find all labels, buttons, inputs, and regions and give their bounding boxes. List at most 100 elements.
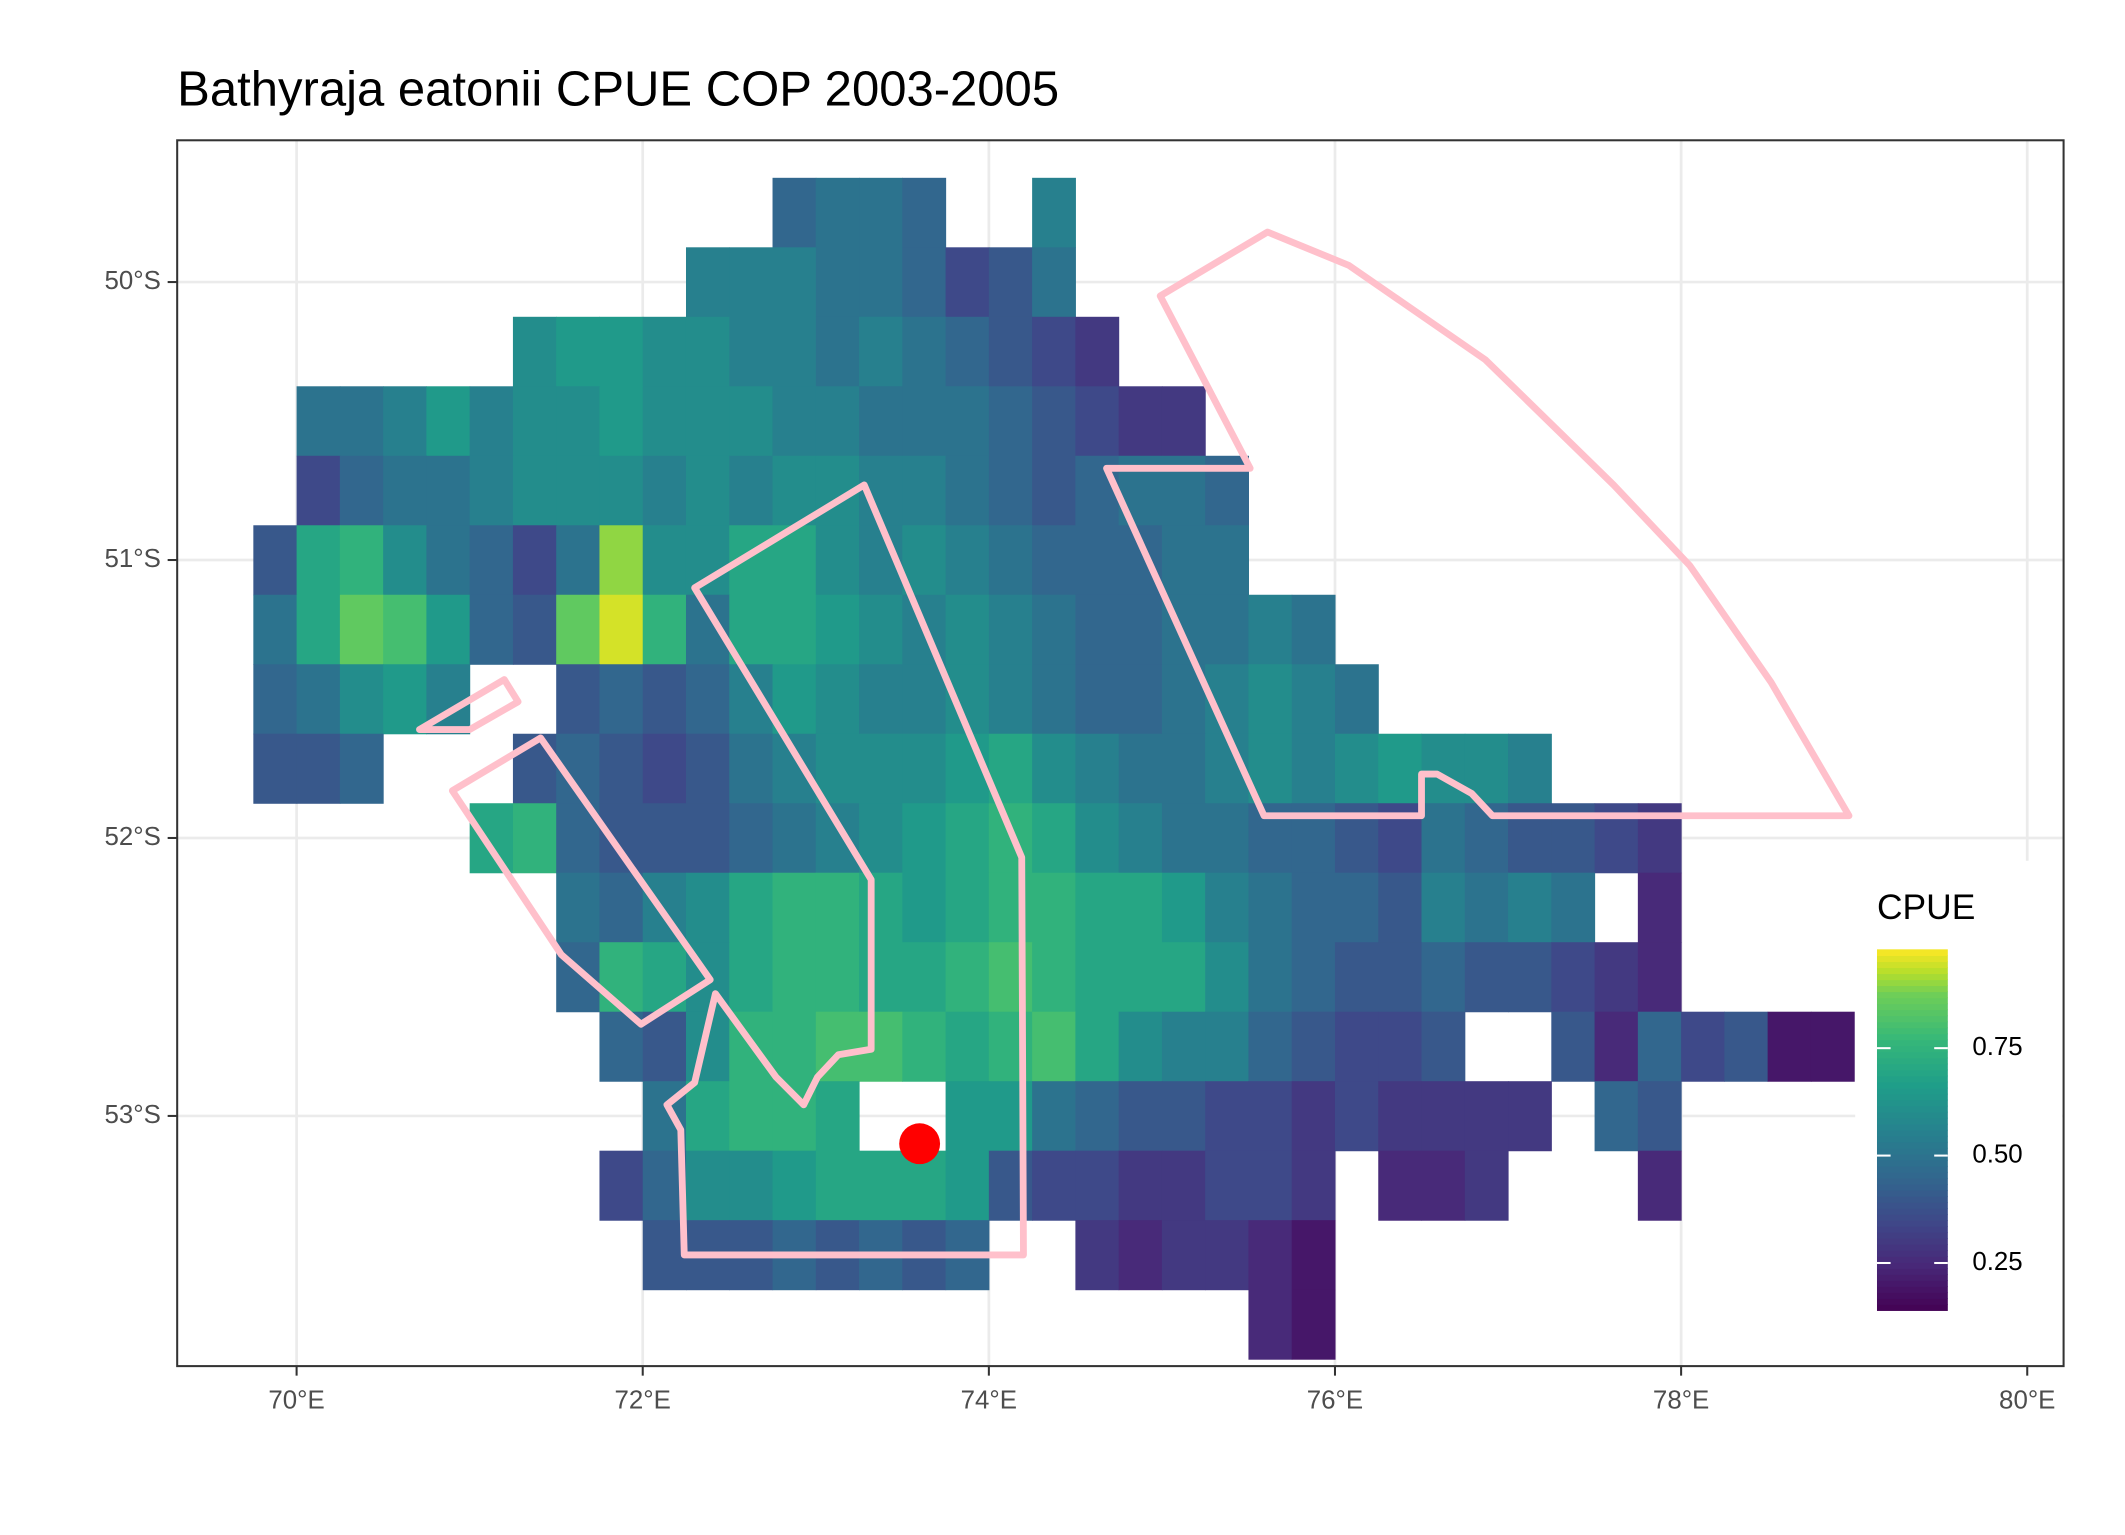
cell (685, 525, 730, 596)
cell (426, 594, 471, 665)
cell (1291, 1150, 1336, 1221)
cell (599, 386, 644, 457)
cell (815, 316, 860, 387)
cell (642, 594, 687, 665)
cell (1248, 1011, 1293, 1082)
cell (512, 803, 557, 874)
cell (685, 316, 730, 387)
cell (815, 247, 860, 318)
cell (902, 942, 947, 1013)
cell (945, 1150, 990, 1221)
cell (1421, 1150, 1466, 1221)
cell (1291, 664, 1336, 735)
cell (383, 386, 427, 457)
cell (1118, 594, 1163, 665)
cell (383, 664, 427, 735)
cell (1551, 1011, 1596, 1082)
cell (1032, 247, 1076, 318)
cell (1464, 1081, 1509, 1152)
cell (1118, 664, 1163, 735)
cell (859, 803, 903, 874)
cell (729, 316, 774, 387)
cell (859, 594, 903, 665)
cell (469, 525, 514, 596)
cell (815, 733, 860, 804)
cell (1161, 1011, 1206, 1082)
colorbar-step (1876, 1033, 1948, 1041)
colorbar-step (1876, 973, 1948, 981)
cell (1248, 1220, 1293, 1291)
cell (556, 594, 601, 665)
cell (339, 455, 384, 526)
cell (339, 733, 384, 804)
cell (1161, 1081, 1206, 1152)
cell (642, 1220, 687, 1291)
cell (1205, 594, 1249, 665)
colorbar-step (1876, 961, 1948, 969)
cell (859, 872, 903, 943)
cell (685, 386, 730, 457)
cell (296, 664, 341, 735)
cell (1334, 733, 1379, 804)
colorbar-step (1876, 1165, 1948, 1173)
cell (859, 664, 903, 735)
cell (988, 525, 1033, 596)
cell (642, 525, 687, 596)
cell (512, 386, 557, 457)
colorbar-step (1876, 1045, 1948, 1053)
legend-title: CPUE (1877, 887, 1975, 927)
colorbar-step (1876, 1123, 1948, 1131)
colorbar-step (1876, 1238, 1948, 1245)
cell (1032, 1081, 1076, 1152)
colorbar-label: 0.75 (1972, 1033, 2022, 1061)
colorbar-step (1876, 1051, 1948, 1059)
cell (599, 733, 644, 804)
colorbar-step (1876, 1292, 1948, 1299)
cell (1637, 1011, 1682, 1082)
colorbar-step (1876, 1111, 1948, 1119)
cell (1334, 1081, 1379, 1152)
cell (1118, 803, 1163, 874)
cell (1075, 525, 1120, 596)
cell (685, 455, 730, 526)
cell (1334, 872, 1379, 943)
cell (512, 316, 557, 387)
cell (426, 386, 471, 457)
cell (945, 942, 990, 1013)
outline (663, 481, 1027, 1259)
colorbar-step (1876, 979, 1948, 987)
cell (685, 1150, 730, 1221)
cell (1637, 942, 1682, 1013)
cell (1594, 1011, 1639, 1082)
cell (902, 316, 947, 387)
cell (815, 664, 860, 735)
cell (1118, 733, 1163, 804)
cell (815, 594, 860, 665)
cell (469, 386, 514, 457)
cell (902, 1011, 947, 1082)
colorbar-step (1876, 1244, 1948, 1251)
cell (296, 594, 341, 665)
colorbar-step (1876, 985, 1948, 993)
cell (1421, 1011, 1466, 1082)
cell (253, 525, 298, 596)
cell (1551, 942, 1596, 1013)
cell (1637, 872, 1682, 943)
cell (642, 1011, 687, 1082)
cell (512, 525, 557, 596)
cell (1248, 594, 1293, 665)
cell (1075, 1220, 1120, 1291)
cell (599, 872, 644, 943)
cell (815, 872, 860, 943)
colorbar-step (1876, 1262, 1948, 1269)
y-tick-label: 53°S (104, 1101, 160, 1129)
cell (729, 455, 774, 526)
cell (772, 316, 817, 387)
cell (599, 803, 644, 874)
cell (859, 942, 903, 1013)
cell (945, 455, 990, 526)
cell (1421, 803, 1466, 874)
x-tick-label: 74°E (961, 1386, 1017, 1414)
cell (815, 1081, 860, 1152)
cell (1205, 525, 1249, 596)
